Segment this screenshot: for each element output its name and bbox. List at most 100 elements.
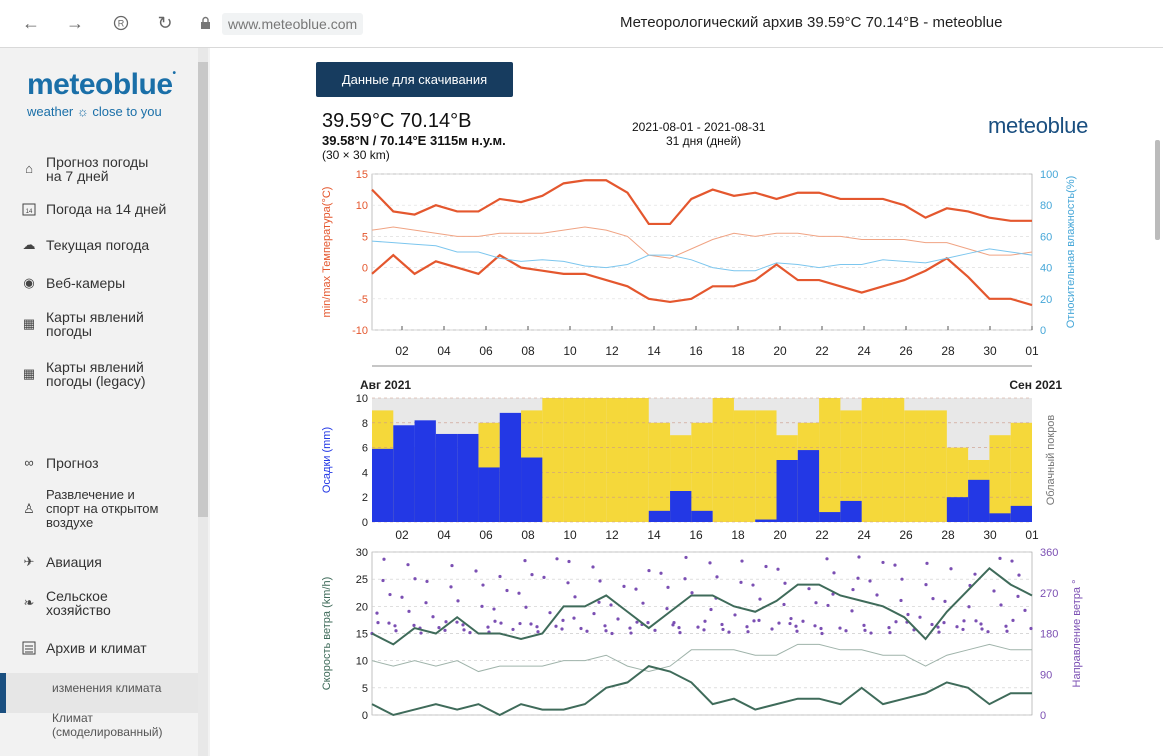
wind-direction-point — [1004, 624, 1008, 628]
location-title: 39.59°C 70.14°B — [322, 110, 472, 132]
precipitation-bar — [457, 433, 479, 522]
cloud-cover-bar — [861, 398, 883, 522]
wind-direction-point — [629, 631, 633, 635]
sidebar-item-label: (смоделированный) — [52, 725, 163, 739]
chart2-xtick-label: 06 — [479, 528, 493, 542]
chart1-xtick-label: 18 — [731, 344, 745, 358]
wind-direction-point — [604, 629, 608, 633]
binoculars-icon: ∞ — [24, 455, 34, 470]
chart3-y2label: Направление ветра ° — [1071, 580, 1083, 688]
wind-direction-point — [400, 595, 404, 599]
wind-direction-point — [419, 631, 423, 635]
wind-direction-point — [999, 603, 1003, 607]
chart1-y2tick-label: 60 — [1040, 231, 1052, 243]
wind-direction-point — [814, 601, 818, 605]
sidebar-item-label: хозяйство — [46, 602, 111, 618]
wind-direction-point — [727, 630, 731, 634]
sidebar-item-label: Архив и климат — [46, 640, 147, 656]
wind-direction-point — [746, 630, 750, 634]
chart1-xtick-label: 24 — [857, 344, 871, 358]
sidebar-item-aviation[interactable]: ✈ Авиация — [20, 553, 102, 571]
wind-direction-point — [455, 620, 459, 624]
wind-direction-point — [444, 620, 448, 624]
wind-direction-point — [757, 618, 761, 622]
chart3-y2tick-label: 270 — [1040, 588, 1058, 600]
wind-direction-point — [486, 625, 490, 629]
wind-direction-point — [831, 592, 835, 596]
wind-direction-point — [591, 565, 595, 569]
webcam-icon: ◉ — [23, 275, 35, 290]
chart1-xtick-label: 04 — [437, 344, 451, 358]
reload-icon[interactable]: ↻ — [157, 12, 173, 33]
sidebar-subitem-climate-modelled[interactable]: Климат (смоделированный) — [52, 711, 162, 739]
chart1-ytick-label: -10 — [352, 325, 368, 337]
shield-icon[interactable]: R — [108, 10, 134, 36]
wind-direction-point — [1016, 594, 1020, 598]
logo[interactable]: meteoblue• — [27, 68, 176, 101]
cloud-cover-bar — [733, 410, 756, 522]
sidebar-item-current[interactable]: ☁ Текущая погода — [20, 236, 150, 254]
wind-direction-point — [412, 623, 416, 627]
sidebar-item-label: Развлечение и — [46, 487, 135, 502]
wind-direction-point — [696, 625, 700, 629]
sidebar-scrollbar-thumb[interactable] — [198, 62, 208, 517]
sidebar-item-archive[interactable]: Архив и климат — [20, 639, 147, 657]
sidebar-item-forecast-14[interactable]: 14 Погода на 14 дней — [20, 200, 166, 218]
chart1-series-line-mean — [371, 226, 1033, 259]
chart3-y2tick-label: 90 — [1040, 669, 1052, 681]
chart2-month-right: Сен 2021 — [1009, 378, 1062, 392]
wind-direction-point — [634, 587, 638, 591]
wind-direction-point — [665, 606, 669, 611]
wind-direction-point — [628, 626, 632, 630]
sidebar-item-label: Сельское — [46, 588, 108, 604]
chart3-y2tick-label: 180 — [1040, 629, 1058, 641]
precipitation-bar — [499, 412, 522, 522]
wind-direction-point — [709, 607, 713, 612]
wind-direction-point — [862, 623, 866, 627]
chart3-series-line-min — [371, 665, 1032, 717]
wind-direction-point — [973, 572, 977, 576]
wind-direction-point — [518, 621, 522, 626]
sidebar-item-prognosis[interactable]: ∞ Прогноз — [20, 454, 98, 472]
wind-direction-point — [461, 623, 465, 627]
download-data-button[interactable]: Данные для скачивания — [316, 62, 513, 97]
sidebar-item-maps[interactable]: ▦ Карты явлений погоды — [20, 310, 144, 338]
sidebar-item-outdoor[interactable]: ♙ Развлечение и спорт на открытом воздухе — [20, 488, 158, 530]
wind-direction-point — [708, 561, 712, 565]
sidebar-subitem-climate-change[interactable]: изменения климата — [52, 681, 161, 695]
sidebar-item-label: Прогноз погоды — [46, 154, 149, 170]
wind-direction-point — [616, 617, 620, 621]
lock-icon — [201, 16, 210, 29]
wind-direction-point — [573, 595, 577, 599]
sidebar-item-label: изменения климата — [52, 681, 162, 695]
grid-size: (30 × 30 km) — [322, 148, 390, 162]
sidebar-item-webcams[interactable]: ◉ Веб-камеры — [20, 274, 125, 292]
wind-direction-point — [505, 588, 509, 593]
sidebar-item-forecast-7[interactable]: ⌂ Прогноз погоды на 7 дней — [20, 155, 148, 183]
page-scrollbar[interactable] — [1152, 48, 1163, 756]
chart2-xtick-label: 30 — [983, 528, 997, 542]
sidebar-item-agriculture[interactable]: ❧ Сельское хозяйство — [20, 589, 111, 617]
active-item-highlight — [0, 673, 198, 713]
wind-direction-point — [523, 559, 527, 563]
wind-direction-point — [382, 557, 386, 561]
chart2-xtick-label: 14 — [647, 528, 661, 542]
wind-direction-point — [782, 602, 786, 607]
page-scrollbar-thumb[interactable] — [1155, 140, 1160, 240]
back-icon[interactable]: ← — [22, 12, 40, 33]
wind-direction-point — [678, 630, 682, 635]
wind-direction-point — [530, 573, 534, 577]
chart1-xtick-label: 26 — [899, 344, 913, 358]
wind-direction-point — [820, 631, 824, 636]
sidebar-item-maps-legacy[interactable]: ▦ Карты явлений погоды (legacy) — [20, 360, 146, 388]
wind-direction-point — [406, 563, 410, 567]
cloud-cover-bar — [925, 410, 947, 522]
sidebar-item-label: Карты явлений — [46, 309, 144, 325]
wind-direction-point — [758, 597, 762, 601]
forward-icon[interactable]: → — [66, 12, 84, 33]
wind-direction-point — [536, 630, 540, 634]
address-bar[interactable]: www.meteoblue.com — [222, 13, 364, 35]
wind-direction-point — [659, 571, 663, 575]
chart1-xtick-label: 10 — [563, 344, 577, 358]
